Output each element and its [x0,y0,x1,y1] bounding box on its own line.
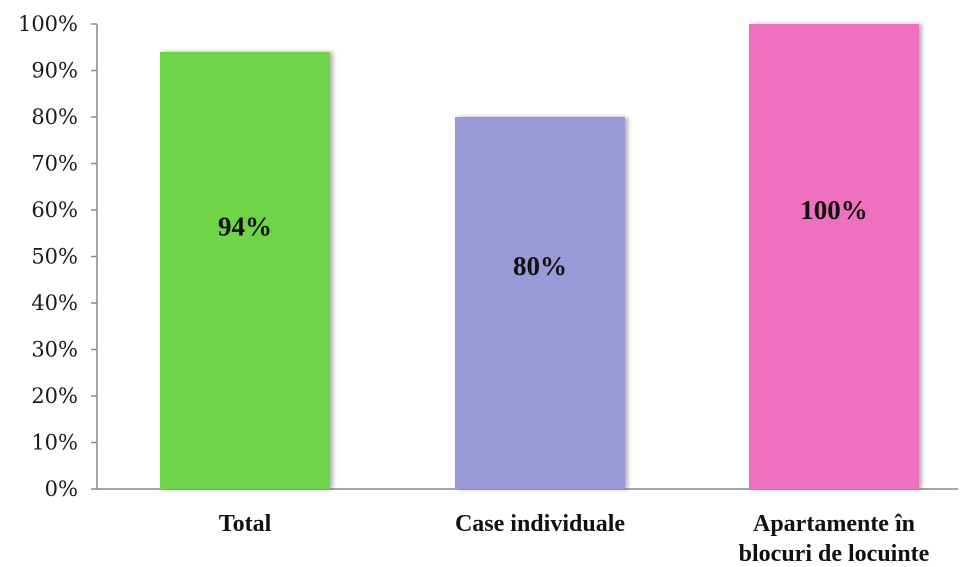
category-label-line: Apartamente în [753,511,915,537]
data-label-2: 80% [513,251,567,281]
bar-3 [749,24,919,489]
y-tick-label: 90% [31,59,78,83]
y-tick-label: 80% [31,105,78,129]
bars [160,24,919,490]
data-label-1: 94% [218,212,272,242]
y-tick-label: 100% [18,12,78,36]
category-label-line: Case individuale [455,511,625,537]
y-tick-label: 50% [31,245,78,269]
y-tick-label: 60% [31,198,78,222]
y-tick-label: 40% [31,291,78,315]
category-label-3: Apartamente în blocuri de locuinte [739,511,930,567]
category-label-line: Total [219,511,272,537]
y-tick-label: 70% [31,152,78,176]
data-labels: 94% 80% 100% [218,195,868,281]
bar-1 [160,51,330,490]
category-label-2: Case individuale [455,511,625,537]
y-tick-label: 10% [31,431,78,455]
y-tick-label: 20% [31,384,78,408]
category-label-1: Total [219,511,272,537]
data-label-3: 100% [800,195,868,225]
y-tick-label: 0% [45,477,78,501]
bar-2 [455,117,625,489]
category-labels: Total Case individuale Apartamente în blocu… [219,511,930,567]
y-axis: 0% 10% 20% 30% 40% 50% 60% 70% 80% 90% 100% [18,12,98,501]
y-tick-label: 30% [31,338,78,362]
category-label-line: blocuri de locuinte [739,541,930,567]
